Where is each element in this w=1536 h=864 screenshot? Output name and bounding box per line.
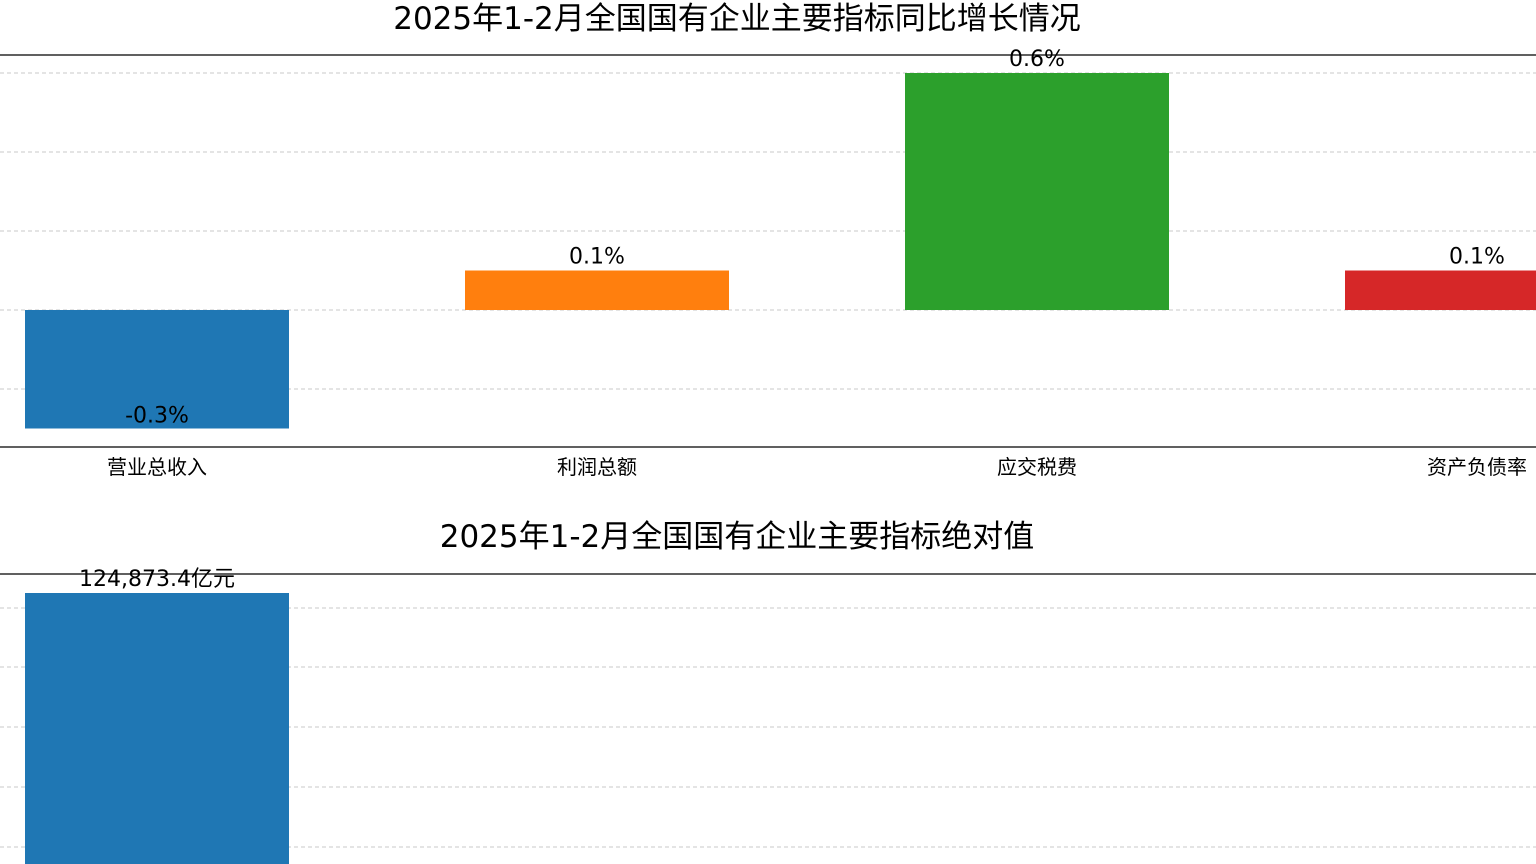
- growth-tick-label-2: 应交税费: [997, 455, 1077, 479]
- growth-bar-0: [25, 310, 289, 429]
- absolute-chart-title: 2025年1-2月全国国有企业主要指标绝对值: [440, 519, 1035, 555]
- growth-tick-label-1: 利润总额: [557, 455, 637, 479]
- absolute-chart-bars: [25, 593, 289, 864]
- growth-tick-label-3: 资产负债率: [1427, 455, 1527, 479]
- growth-bar-1: [465, 270, 729, 310]
- absolute-data-label-0: 124,873.4亿元: [79, 567, 235, 592]
- growth-data-label-3: 0.1%: [1449, 245, 1505, 270]
- growth-data-label-0: -0.3%: [125, 404, 189, 429]
- growth-chart-tick-labels: 营业总收入 利润总额 应交税费 资产负债率: [107, 455, 1527, 479]
- growth-bar-2: [905, 73, 1169, 310]
- growth-chart: 2025年1-2月全国国有企业主要指标同比增长情况 -0.3% 0.1% 0.6% 0…: [0, 1, 1536, 479]
- absolute-chart-data-labels: 124,873.4亿元: [79, 567, 235, 592]
- growth-data-label-2: 0.6%: [1009, 47, 1065, 72]
- growth-bar-3: [1345, 270, 1536, 310]
- growth-chart-title: 2025年1-2月全国国有企业主要指标同比增长情况: [393, 1, 1081, 37]
- growth-tick-label-0: 营业总收入: [107, 455, 207, 479]
- growth-chart-bars: [25, 73, 1536, 429]
- growth-chart-data-labels: -0.3% 0.1% 0.6% 0.1%: [125, 47, 1505, 429]
- absolute-bar-0: [25, 593, 289, 864]
- absolute-chart: 2025年1-2月全国国有企业主要指标绝对值 124,873.4亿元: [0, 519, 1536, 864]
- growth-data-label-1: 0.1%: [569, 245, 625, 270]
